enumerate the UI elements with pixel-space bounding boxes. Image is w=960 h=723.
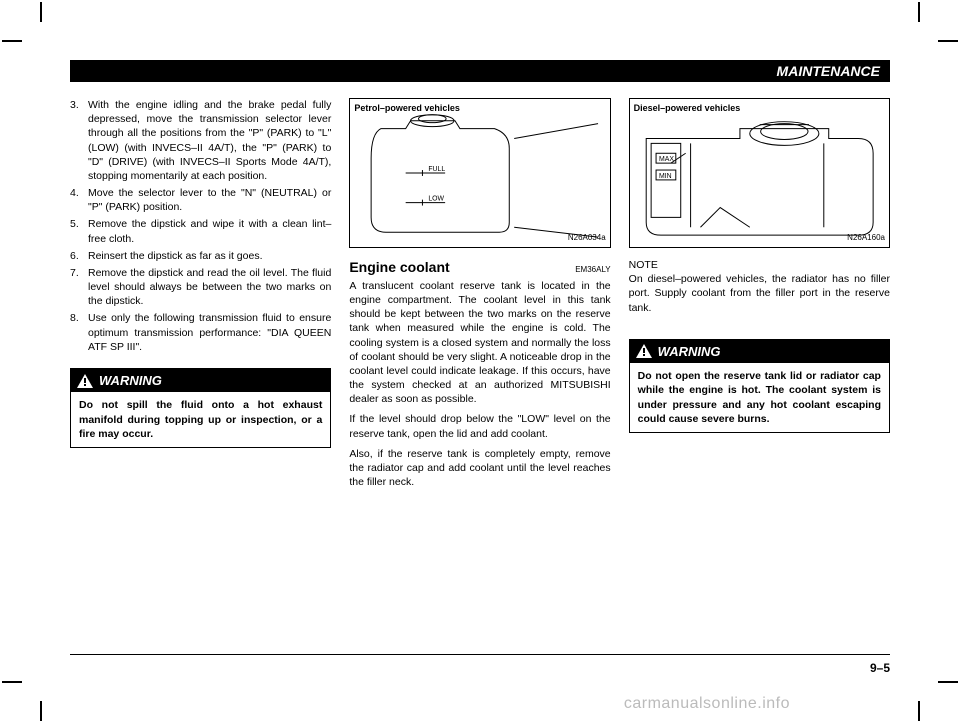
item-number: 7. xyxy=(70,266,88,309)
item-text: Remove the dipstick and read the oil lev… xyxy=(88,266,331,309)
item-text: Use only the following transmission flui… xyxy=(88,311,331,354)
diesel-tank-diagram: MAX MIN xyxy=(630,99,889,247)
paragraph: A translucent coolant reserve tank is lo… xyxy=(349,279,610,407)
warning-body: Do not open the reserve tank lid or radi… xyxy=(630,363,889,432)
section-heading: Engine coolant xyxy=(349,258,449,277)
list-item: 6.Reinsert the dipstick as far as it goe… xyxy=(70,249,331,263)
column-2: Petrol–powered vehicles FULL LOW N26A034… xyxy=(349,98,610,495)
warning-box: WARNING Do not open the reserve tank lid… xyxy=(629,339,890,433)
min-mark: MIN xyxy=(659,173,672,180)
item-text: With the engine idling and the brake ped… xyxy=(88,98,331,183)
item-number: 3. xyxy=(70,98,88,183)
figure-diesel: Diesel–powered vehicles MAX MIN N26A160a xyxy=(629,98,890,248)
warning-box: WARNING Do not spill the fluid onto a ho… xyxy=(70,368,331,448)
column-1: 3.With the engine idling and the brake p… xyxy=(70,98,331,495)
warning-title: WARNING xyxy=(71,369,330,393)
item-number: 5. xyxy=(70,217,88,245)
figure-label: Diesel–powered vehicles xyxy=(634,102,741,114)
item-text: Reinsert the dipstick as far as it goes. xyxy=(88,249,331,263)
warning-label: WARNING xyxy=(658,343,721,361)
note-label: NOTE xyxy=(629,258,890,272)
page-number: 9–5 xyxy=(870,661,890,675)
list-item: 3.With the engine idling and the brake p… xyxy=(70,98,331,183)
item-text: Move the selector lever to the "N" (NEUT… xyxy=(88,186,331,214)
section-code: EM36ALY xyxy=(575,265,610,276)
figure-petrol: Petrol–powered vehicles FULL LOW N26A034… xyxy=(349,98,610,248)
item-text: Remove the dipstick and wipe it with a c… xyxy=(88,217,331,245)
page: MAINTENANCE 3.With the engine idling and… xyxy=(70,60,890,495)
item-number: 8. xyxy=(70,311,88,354)
full-mark: FULL xyxy=(429,166,446,173)
warning-triangle-icon xyxy=(77,374,93,388)
warning-body: Do not spill the fluid onto a hot exhaus… xyxy=(71,392,330,447)
list-item: 5.Remove the dipstick and wipe it with a… xyxy=(70,217,331,245)
figure-label: Petrol–powered vehicles xyxy=(354,102,460,114)
item-number: 4. xyxy=(70,186,88,214)
instruction-list: 3.With the engine idling and the brake p… xyxy=(70,98,331,354)
section-title: Engine coolant EM36ALY xyxy=(349,258,610,277)
list-item: 7.Remove the dipstick and read the oil l… xyxy=(70,266,331,309)
low-mark: LOW xyxy=(429,196,445,203)
petrol-tank-diagram: FULL LOW xyxy=(350,99,609,247)
column-3: Diesel–powered vehicles MAX MIN N26A160a xyxy=(629,98,890,495)
figure-code: N26A034a xyxy=(568,233,606,244)
paragraph: Also, if the reserve tank is completely … xyxy=(349,447,610,490)
content-columns: 3.With the engine idling and the brake p… xyxy=(70,98,890,495)
paragraph: If the level should drop below the "LOW"… xyxy=(349,412,610,440)
warning-label: WARNING xyxy=(99,372,162,390)
warning-title: WARNING xyxy=(630,340,889,364)
warning-triangle-icon xyxy=(636,344,652,358)
item-number: 6. xyxy=(70,249,88,263)
section-header: MAINTENANCE xyxy=(70,60,890,82)
list-item: 8.Use only the following transmission fl… xyxy=(70,311,331,354)
footer-rule xyxy=(70,654,890,655)
watermark: carmanualsonline.info xyxy=(624,695,790,713)
note-text: On diesel–powered vehicles, the radiator… xyxy=(629,272,890,315)
figure-code: N26A160a xyxy=(847,233,885,244)
list-item: 4.Move the selector lever to the "N" (NE… xyxy=(70,186,331,214)
